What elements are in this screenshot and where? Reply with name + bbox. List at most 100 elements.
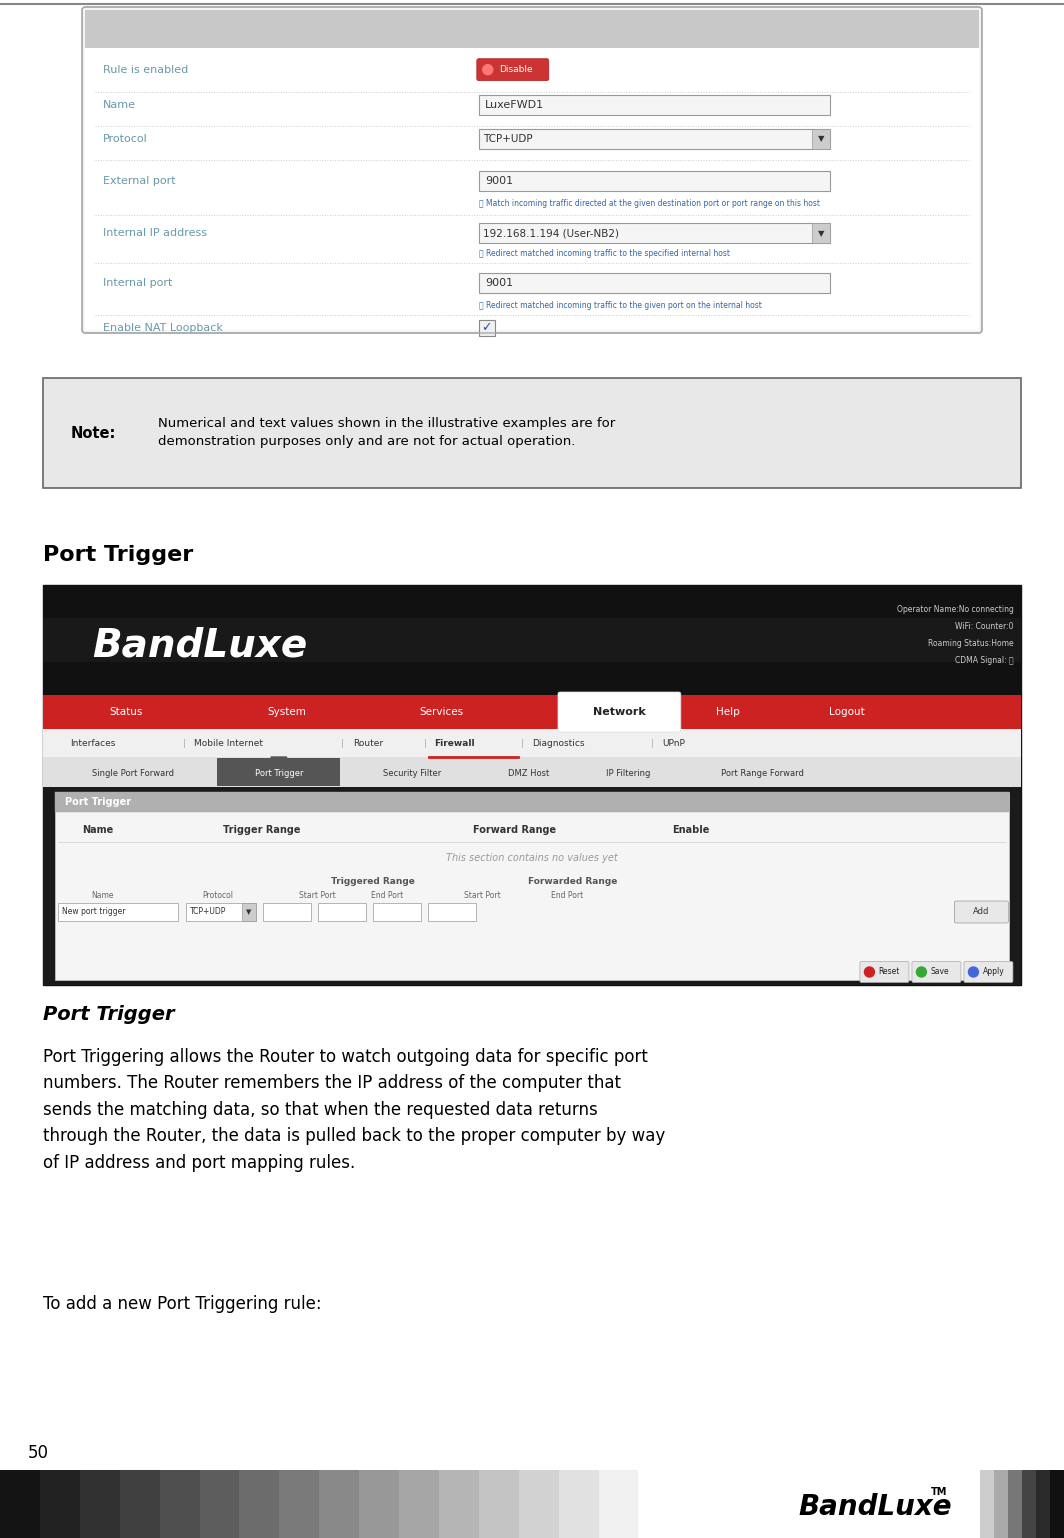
- Circle shape: [916, 967, 927, 977]
- Text: Save: Save: [930, 967, 949, 977]
- Polygon shape: [271, 757, 287, 767]
- Bar: [43, 787, 1021, 984]
- Bar: [438, 1470, 479, 1538]
- Text: Diagnostics: Diagnostics: [532, 738, 584, 747]
- Text: Enable NAT Loopback: Enable NAT Loopback: [103, 323, 223, 332]
- Bar: [279, 1470, 319, 1538]
- Bar: [479, 95, 830, 115]
- FancyBboxPatch shape: [477, 58, 549, 80]
- Text: WiFi: Counter:0: WiFi: Counter:0: [955, 621, 1013, 631]
- Bar: [359, 1470, 399, 1538]
- Text: LuxeFWD1: LuxeFWD1: [485, 100, 544, 109]
- Bar: [980, 1470, 994, 1538]
- Text: Logout: Logout: [829, 707, 865, 717]
- Text: Single Port Forward: Single Port Forward: [93, 769, 174, 778]
- Bar: [479, 171, 830, 191]
- Bar: [43, 729, 1021, 757]
- Text: Port Trigger: Port Trigger: [43, 1004, 174, 1024]
- Text: Triggered Range: Triggered Range: [331, 878, 415, 886]
- Text: Firewall: Firewall: [434, 738, 475, 747]
- Text: Apply: Apply: [982, 967, 1004, 977]
- Bar: [1050, 1470, 1064, 1538]
- Text: This section contains no values yet: This section contains no values yet: [446, 854, 618, 863]
- Bar: [399, 1470, 438, 1538]
- Text: To add a new Port Triggering rule:: To add a new Port Triggering rule:: [43, 1295, 321, 1313]
- Text: Operator Name:No connecting: Operator Name:No connecting: [897, 604, 1013, 614]
- Bar: [43, 378, 1021, 488]
- Text: ▼: ▼: [817, 134, 825, 143]
- Bar: [85, 48, 979, 331]
- Text: 9001: 9001: [485, 175, 513, 186]
- Bar: [57, 903, 178, 921]
- Circle shape: [968, 967, 979, 977]
- Text: Port Trigger: Port Trigger: [254, 769, 303, 778]
- Text: Start Port: Start Port: [299, 892, 336, 901]
- Text: Rule is enabled: Rule is enabled: [103, 65, 188, 75]
- Text: System: System: [268, 707, 306, 717]
- Text: Roaming Status:Home: Roaming Status:Home: [928, 638, 1013, 647]
- FancyBboxPatch shape: [558, 692, 681, 732]
- FancyBboxPatch shape: [82, 8, 982, 334]
- Bar: [372, 903, 420, 921]
- Bar: [812, 223, 830, 243]
- Text: |: |: [182, 738, 185, 747]
- Text: |: |: [425, 738, 428, 747]
- Text: ▼: ▼: [246, 909, 251, 915]
- Bar: [43, 695, 1021, 729]
- Text: Enable: Enable: [672, 824, 710, 835]
- Text: Services: Services: [419, 707, 463, 717]
- Bar: [638, 1470, 1064, 1538]
- Bar: [242, 903, 255, 921]
- Bar: [812, 129, 830, 149]
- Bar: [518, 1470, 559, 1538]
- Text: Forwarded Range: Forwarded Range: [528, 878, 617, 886]
- Text: IP Filtering: IP Filtering: [606, 769, 651, 778]
- Bar: [85, 11, 979, 48]
- Bar: [319, 1470, 359, 1538]
- Text: Help: Help: [716, 707, 739, 717]
- Text: BandLuxe: BandLuxe: [798, 1493, 951, 1521]
- Bar: [598, 1470, 638, 1538]
- Circle shape: [483, 65, 493, 75]
- Text: ✓: ✓: [482, 321, 492, 334]
- Text: End Port: End Port: [371, 892, 403, 901]
- Text: Interfaces: Interfaces: [70, 738, 116, 747]
- Bar: [43, 618, 1021, 661]
- Text: |: |: [520, 738, 523, 747]
- Text: ⓘ Redirect matched incoming traffic to the specified internal host: ⓘ Redirect matched incoming traffic to t…: [479, 249, 730, 258]
- Text: Internal port: Internal port: [103, 278, 172, 288]
- Text: Name: Name: [103, 100, 136, 109]
- FancyBboxPatch shape: [860, 961, 909, 983]
- Text: Name: Name: [83, 824, 114, 835]
- Text: Network: Network: [593, 707, 646, 717]
- Bar: [1008, 1470, 1023, 1538]
- Bar: [263, 903, 311, 921]
- Text: |: |: [340, 738, 344, 747]
- Text: Port Trigger: Port Trigger: [65, 797, 131, 807]
- Bar: [43, 757, 1021, 787]
- Text: Forward Range: Forward Range: [472, 824, 555, 835]
- FancyBboxPatch shape: [964, 961, 1013, 983]
- Text: |: |: [651, 738, 654, 747]
- Bar: [119, 1470, 160, 1538]
- Bar: [994, 1470, 1008, 1538]
- Text: DMZ Host: DMZ Host: [508, 769, 549, 778]
- Text: 192.168.1.194 (User-NB2): 192.168.1.194 (User-NB2): [483, 228, 619, 238]
- Text: Add: Add: [974, 907, 990, 917]
- Text: TCP+UDP: TCP+UDP: [483, 134, 532, 145]
- Text: Protocol: Protocol: [202, 892, 233, 901]
- Bar: [185, 903, 255, 921]
- FancyBboxPatch shape: [912, 961, 961, 983]
- Text: External port: External port: [103, 175, 176, 186]
- Text: ⓘ Match incoming traffic directed at the given destination port or port range on: ⓘ Match incoming traffic directed at the…: [479, 198, 819, 208]
- Bar: [479, 320, 495, 335]
- Text: Reset: Reset: [879, 967, 900, 977]
- Text: Trigger Range: Trigger Range: [222, 824, 300, 835]
- Text: Port Triggering allows the Router to watch outgoing data for specific port
numbe: Port Triggering allows the Router to wat…: [43, 1047, 665, 1172]
- Bar: [80, 1470, 119, 1538]
- Text: Mobile Internet: Mobile Internet: [194, 738, 263, 747]
- Bar: [54, 792, 1010, 812]
- Bar: [479, 223, 830, 243]
- Bar: [317, 903, 366, 921]
- Text: Status: Status: [110, 707, 144, 717]
